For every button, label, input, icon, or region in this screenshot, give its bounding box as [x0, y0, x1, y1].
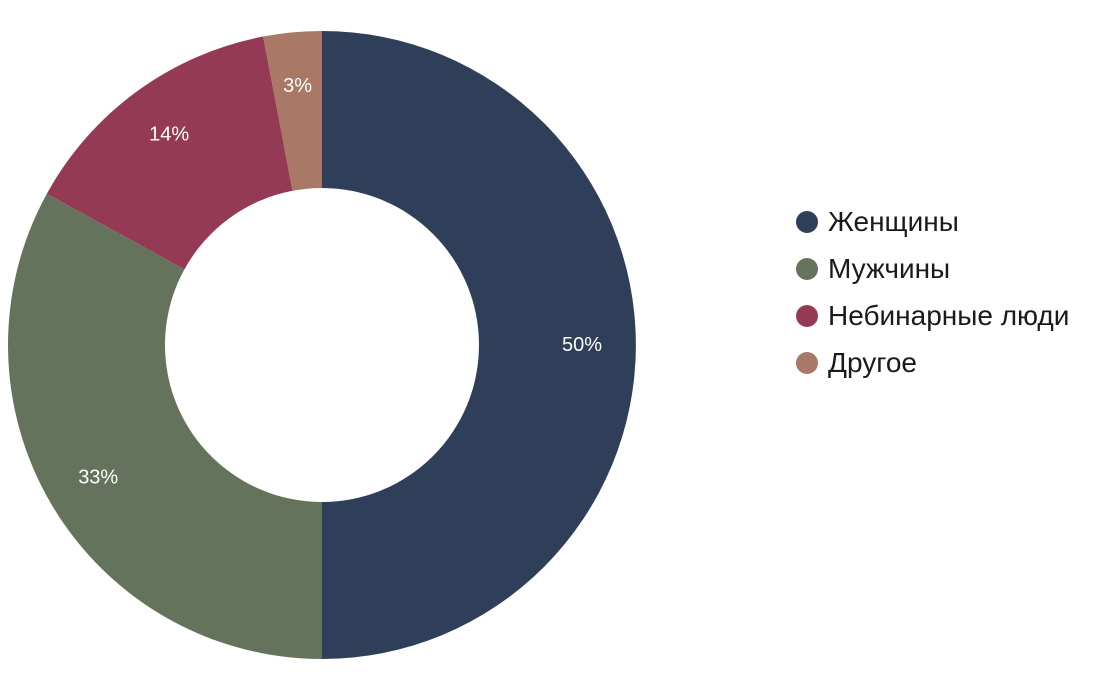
slice-label-nonbinary: 14%	[149, 124, 189, 146]
legend-swatch-other	[796, 351, 818, 374]
legend-swatch-men	[796, 257, 818, 280]
slice-label-women: 50%	[562, 334, 602, 356]
legend-label-nonbinary: Небинарные люди	[828, 299, 1070, 331]
legend-label-women: Женщины	[828, 205, 959, 237]
legend-item-nonbinary: Небинарные люди	[796, 292, 1069, 339]
slice-women	[322, 31, 636, 659]
legend-label-men: Мужчины	[828, 252, 951, 284]
legend-item-women: Женщины	[796, 198, 1069, 245]
legend-swatch-women	[796, 210, 818, 233]
slice-label-men: 33%	[78, 466, 118, 488]
donut-chart-svg: 50% 33% 14% 3%	[8, 31, 636, 659]
slice-men	[8, 193, 323, 659]
legend-item-men: Мужчины	[796, 245, 1069, 292]
legend-label-other: Другое	[828, 346, 917, 378]
legend-swatch-nonbinary	[796, 304, 818, 327]
legend: Женщины Мужчины Небинарные люди Другое	[796, 198, 1069, 386]
legend-item-other: Другое	[796, 339, 1069, 386]
slice-label-other: 3%	[283, 75, 312, 97]
slice-nonbinary	[46, 36, 293, 270]
slice-other	[263, 31, 322, 191]
